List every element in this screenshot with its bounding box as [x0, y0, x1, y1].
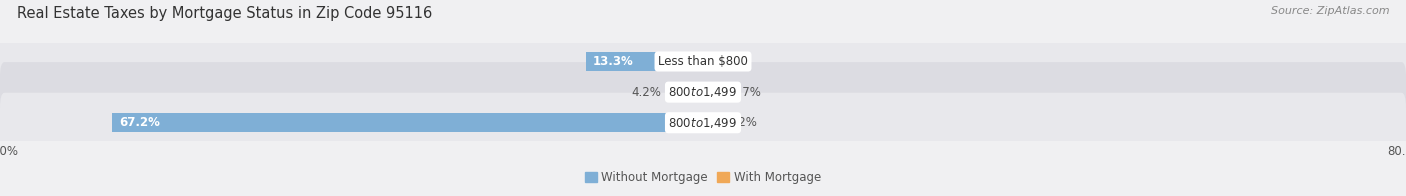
Text: Source: ZipAtlas.com: Source: ZipAtlas.com [1271, 6, 1389, 16]
Text: 0.23%: 0.23% [710, 55, 747, 68]
Text: 2.2%: 2.2% [727, 116, 756, 129]
Bar [666, 83, 703, 102]
Bar [112, 113, 703, 132]
Text: 67.2%: 67.2% [120, 116, 160, 129]
Text: Less than $800: Less than $800 [658, 55, 748, 68]
Bar [703, 52, 704, 71]
Text: 2.7%: 2.7% [731, 86, 761, 99]
FancyBboxPatch shape [0, 32, 1406, 92]
Text: 4.2%: 4.2% [631, 86, 662, 99]
Bar [586, 52, 703, 71]
Bar [703, 83, 727, 102]
Bar [703, 113, 723, 132]
FancyBboxPatch shape [0, 62, 1406, 122]
Text: 13.3%: 13.3% [593, 55, 634, 68]
FancyBboxPatch shape [0, 93, 1406, 153]
Text: $800 to $1,499: $800 to $1,499 [668, 85, 738, 99]
Legend: Without Mortgage, With Mortgage: Without Mortgage, With Mortgage [581, 167, 825, 189]
Text: Real Estate Taxes by Mortgage Status in Zip Code 95116: Real Estate Taxes by Mortgage Status in … [17, 6, 432, 21]
Text: $800 to $1,499: $800 to $1,499 [668, 116, 738, 130]
